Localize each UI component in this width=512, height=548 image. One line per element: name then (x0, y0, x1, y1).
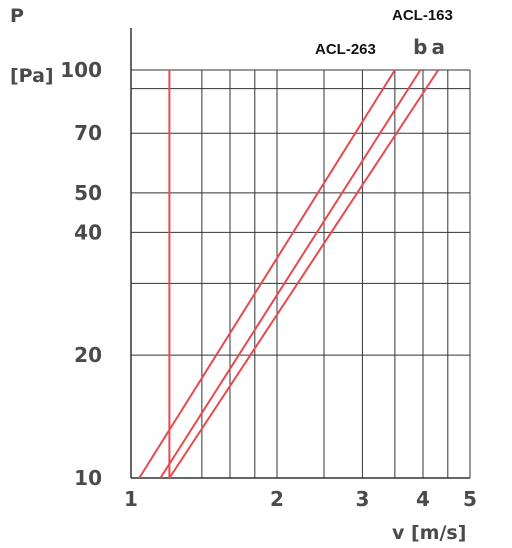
annotation-acl-163: ACL-163 (392, 7, 453, 24)
y-tick-label: 50 (74, 181, 102, 205)
y-tick-label: 100 (60, 58, 102, 82)
series-line-2 (159, 69, 422, 479)
x-tick-label: 2 (270, 487, 284, 511)
annotation-acl-263: ACL-263 (315, 41, 376, 58)
y-tick-label: 40 (74, 220, 102, 244)
series-line-1 (138, 69, 396, 479)
curve-label-b: b (413, 35, 427, 59)
grid (130, 69, 471, 479)
y-tick-label: 70 (74, 121, 102, 145)
curve-label-a: a (431, 35, 445, 59)
axes (130, 28, 470, 479)
x-tick-label: 4 (416, 487, 430, 511)
x-tick-label: 5 (463, 487, 477, 511)
y-tick-label: 10 (74, 466, 102, 490)
x-axis-label: v [m/s] (392, 522, 466, 544)
x-tick-label: 1 (124, 487, 138, 511)
series-line-3 (168, 69, 440, 479)
y-tick-label: 20 (74, 343, 102, 367)
tick-labels: 10 20 40 50 70 100 1 2 3 4 5 (60, 58, 477, 511)
y-axis-unit: [Pa] (10, 65, 54, 87)
y-axis-symbol: P (10, 5, 24, 27)
x-tick-label: 3 (355, 487, 369, 511)
